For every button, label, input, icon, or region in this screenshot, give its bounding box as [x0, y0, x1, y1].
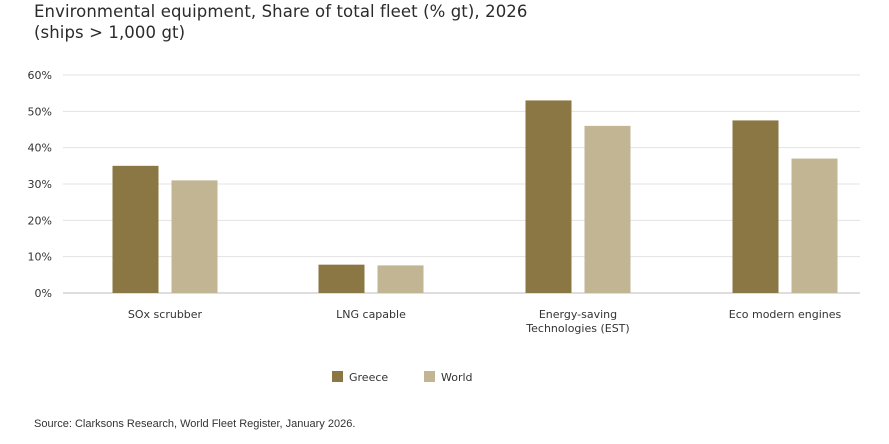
bar-world — [377, 265, 424, 293]
y-tick-label: 50% — [28, 105, 52, 118]
y-tick-label: 10% — [28, 251, 52, 264]
legend-label-greece: Greece — [349, 371, 388, 384]
y-tick-label: 40% — [28, 142, 52, 155]
chart-title-line1: Environmental equipment, Share of total … — [34, 2, 528, 21]
y-tick-label: 0% — [35, 287, 52, 300]
chart-title: Environmental equipment, Share of total … — [34, 1, 528, 43]
x-tick-label: LNG capable — [336, 308, 406, 321]
legend-swatch-greece — [332, 371, 343, 382]
bar-world — [791, 158, 838, 293]
x-tick-label: Eco modern engines — [729, 308, 842, 321]
bar-greece — [112, 165, 159, 293]
bar-world — [171, 180, 218, 293]
chart-title-line2: (ships > 1,000 gt) — [34, 23, 186, 42]
bar-greece — [525, 100, 572, 293]
bar-world — [584, 125, 631, 293]
y-tick-label: 60% — [28, 69, 52, 82]
bar-greece — [318, 264, 365, 293]
y-tick-label: 30% — [28, 178, 52, 191]
x-tick-label: SOx scrubber — [128, 308, 203, 321]
legend-swatch-world — [424, 371, 435, 382]
x-tick-label: Energy-saving — [539, 308, 617, 321]
legend-label-world: World — [441, 371, 473, 384]
source-note: Source: Clarksons Research, World Fleet … — [34, 418, 356, 430]
y-tick-label: 20% — [28, 214, 52, 227]
bar-greece — [732, 120, 779, 294]
bar-chart: 0% 10% 20% 30% 40% 50% 60% SOx scrubber LNG capa… — [28, 69, 860, 384]
x-tick-label: Technologies (EST) — [525, 322, 629, 335]
